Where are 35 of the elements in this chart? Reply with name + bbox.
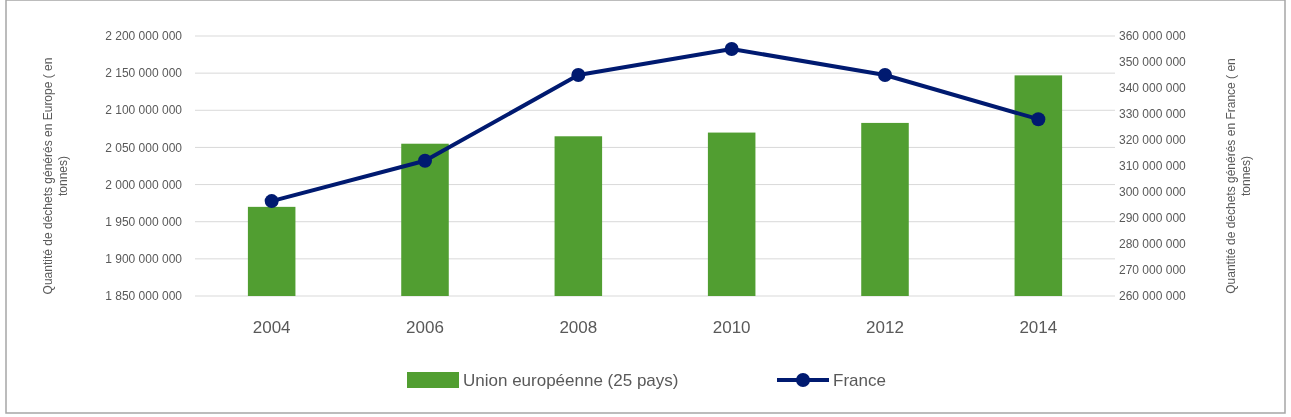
- y2-tick-label: 350 000 000: [1119, 55, 1187, 70]
- point: [264, 194, 279, 209]
- y-tick-label: 2 050 000 000: [105, 140, 183, 155]
- y2-tick-label: 280 000 000: [1119, 237, 1187, 252]
- y-tick-label: 2 200 000 000: [105, 29, 183, 44]
- y2-tick-label: 320 000 000: [1119, 133, 1187, 148]
- y2-tick-label: 300 000 000: [1119, 185, 1187, 200]
- y2-tick-label: 340 000 000: [1119, 81, 1187, 96]
- point: [724, 42, 739, 56]
- y2-tick-label: 270 000 000: [1119, 263, 1187, 278]
- y-tick-label: 1 900 000 000: [105, 252, 183, 267]
- y2-tick-label: 260 000 000: [1119, 289, 1187, 304]
- y-tick-label: 2 000 000 000: [105, 177, 183, 192]
- y-tick-label: 1 850 000 000: [105, 289, 183, 304]
- y-axis-title: Quantité de déchets générés en Europe ( en tonnes): [41, 57, 70, 295]
- y2-tick-label: 360 000 000: [1119, 29, 1187, 44]
- y-tick-label: 2 100 000 000: [105, 103, 183, 118]
- y2-tick-label: 310 000 000: [1119, 159, 1187, 174]
- x-tick-label: 2006: [406, 318, 444, 337]
- x-tick-label: 2008: [559, 318, 598, 337]
- legend-label: Union européenne (25 pays): [463, 370, 679, 390]
- y-tick-label: 2 150 000 000: [105, 66, 183, 81]
- x-tick-label: 2004: [252, 318, 291, 337]
- point: [571, 68, 586, 82]
- y2-tick-label: 290 000 000: [1119, 211, 1187, 226]
- y-tick-label: 1 950 000 000: [105, 214, 183, 229]
- legend-label: France: [833, 370, 886, 390]
- x-tick-label: 2012: [866, 318, 904, 337]
- point: [418, 153, 432, 168]
- x-tick-label: 2014: [1019, 318, 1058, 337]
- point: [1031, 112, 1046, 127]
- x-tick-label: 2010: [712, 318, 751, 337]
- y2-tick-label: 330 000 000: [1119, 107, 1187, 122]
- y2-axis-title: Quantité de déchets générés en France ( en tonnes): [1224, 58, 1253, 294]
- point: [878, 68, 892, 82]
